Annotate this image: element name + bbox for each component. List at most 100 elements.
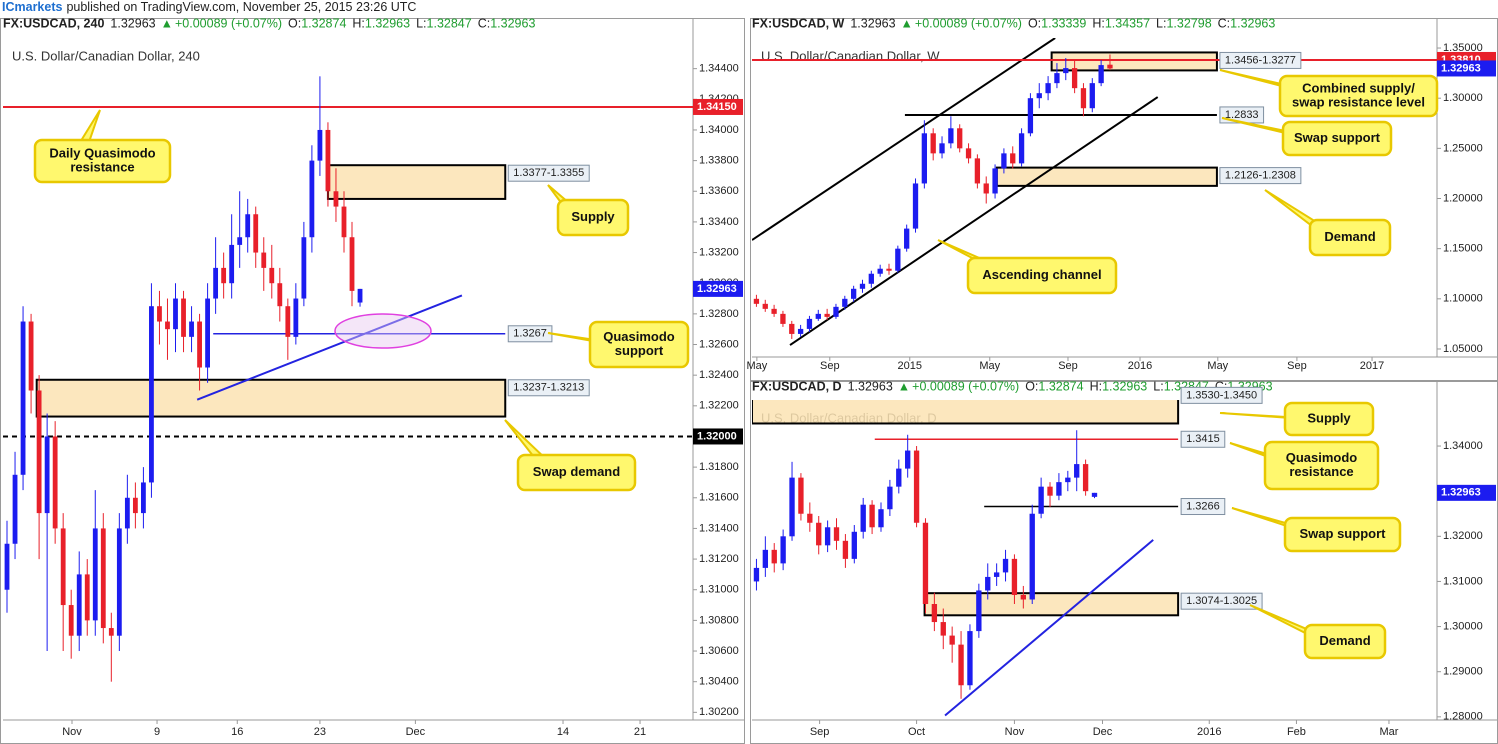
plot-area: U.S. Dollar/Canadian Dollar, W: [752, 38, 1437, 346]
level-label: 1.3266: [1186, 500, 1220, 512]
ohlc-key: H:: [1092, 17, 1105, 31]
brand: ICmarkets: [2, 0, 62, 14]
zone-label: 1.3456-1.3277: [1225, 54, 1296, 66]
x-tick-label: May: [746, 360, 767, 372]
x-tick-label: Dec: [1093, 726, 1113, 738]
x-tick-label: Sep: [820, 360, 840, 372]
y-tick-label: 1.32600: [699, 338, 739, 350]
zone: [326, 164, 507, 200]
candle-body: [922, 522, 929, 605]
callout-text: Swap support: [1294, 130, 1381, 145]
zone-label: 1.3377-1.3355: [513, 167, 584, 179]
candle-body: [100, 528, 106, 629]
ohlc-key: H:: [1090, 380, 1103, 394]
y-tick-label: 1.28000: [1443, 711, 1483, 723]
candle-body: [181, 298, 186, 337]
ohlc-key: L:: [1156, 17, 1166, 31]
candle-body: [1091, 492, 1098, 497]
candle-body: [833, 306, 839, 317]
candle-body: [237, 237, 243, 245]
y-tick-label: 1.32000: [1443, 530, 1483, 542]
candle-body: [1027, 98, 1034, 134]
candle-body: [878, 509, 884, 528]
axis-price-label: 1.32000: [697, 430, 737, 442]
published-text: published on TradingView.com, November 2…: [66, 0, 416, 14]
y-tick-label: 1.05000: [1443, 343, 1483, 355]
candle-body: [1029, 513, 1035, 600]
candle-body: [842, 540, 849, 559]
callout-text: Quasimodo: [603, 329, 675, 344]
candle-body: [84, 574, 90, 621]
candle-body: [132, 497, 138, 514]
candle-body: [1056, 482, 1062, 496]
candle-body: [1020, 594, 1026, 600]
candle-body: [976, 590, 982, 632]
candle-body: [789, 477, 795, 537]
last-price: 1.32963: [110, 17, 155, 31]
candle-body: [762, 303, 768, 309]
candle-body: [1036, 93, 1042, 99]
chart-header: FX:USDCAD, D 1.32963 ▲ +0.00089 (+0.07%) O:1…: [752, 380, 1273, 394]
callout-text: Demand: [1324, 229, 1375, 244]
candle-body: [868, 273, 874, 284]
y-tick-label: 1.15000: [1443, 243, 1483, 255]
candle-body: [798, 477, 804, 514]
chart-title: U.S. Dollar/Canadian Dollar, 240: [12, 48, 200, 63]
symbol: FX:USDCAD, D: [752, 380, 842, 394]
callout-text: Combined supply/: [1302, 80, 1415, 95]
callout-box: [1283, 401, 1375, 437]
candle-body: [815, 313, 821, 319]
candle-body: [277, 283, 283, 307]
candle-body: [1001, 153, 1007, 169]
callout-box: [1303, 623, 1387, 660]
zone: [1050, 51, 1218, 72]
change: +0.00089 (+0.07%): [175, 17, 282, 31]
symbol: FX:USDCAD, W: [752, 17, 845, 31]
callout-text: swap resistance level: [1292, 94, 1425, 109]
candle-body: [92, 528, 98, 621]
candle-body: [261, 252, 267, 268]
level-label: 1.3415: [1186, 433, 1220, 445]
level-label-box: [1180, 430, 1226, 448]
y-tick-label: 1.32400: [699, 369, 739, 381]
zone-label-box: [507, 164, 590, 182]
candle-body: [905, 450, 911, 469]
chart-title: U.S. Dollar/Canadian Dollar, W: [761, 48, 940, 63]
level-label-box: [1180, 498, 1226, 516]
candle-body: [939, 143, 945, 154]
candle-body: [68, 605, 74, 636]
candle-body: [221, 267, 227, 284]
zone: [35, 378, 507, 418]
trendline: [789, 96, 1159, 346]
highlight-ellipse: [334, 313, 432, 349]
candle-body: [333, 191, 339, 207]
zone-label-box: [1180, 386, 1263, 404]
candle-body: [1082, 464, 1089, 492]
candle-body: [771, 308, 777, 314]
change-arrow: ▲: [901, 17, 913, 31]
candle-body: [357, 288, 363, 303]
candle-body: [985, 576, 991, 591]
candle-body: [1089, 83, 1095, 109]
x-tick-label: Dec: [406, 726, 426, 738]
zone-label: 1.3530-1.3450: [1186, 389, 1257, 401]
x-tick-label: 2017: [1360, 360, 1384, 372]
y-tick-label: 1.34400: [699, 63, 739, 75]
panel-border: [750, 18, 1498, 381]
x-tick-label: Nov: [1005, 726, 1025, 738]
y-tick-label: 1.30400: [699, 676, 739, 688]
candle-body: [189, 321, 194, 337]
ohlc-value: 1.32798: [1166, 17, 1211, 31]
candle-body: [842, 298, 848, 307]
callout-box: [1308, 218, 1392, 257]
candle-body: [904, 228, 910, 249]
x-tick-label: Sep: [1058, 360, 1078, 372]
candle-body: [797, 328, 804, 334]
candle-body: [824, 527, 831, 546]
change-arrow: ▲: [161, 17, 173, 31]
y-tick-label: 1.30200: [699, 706, 739, 718]
ohlc-value: 1.32963: [490, 17, 535, 31]
y-tick-label: 1.30000: [1443, 92, 1483, 104]
candle-body: [157, 306, 162, 322]
